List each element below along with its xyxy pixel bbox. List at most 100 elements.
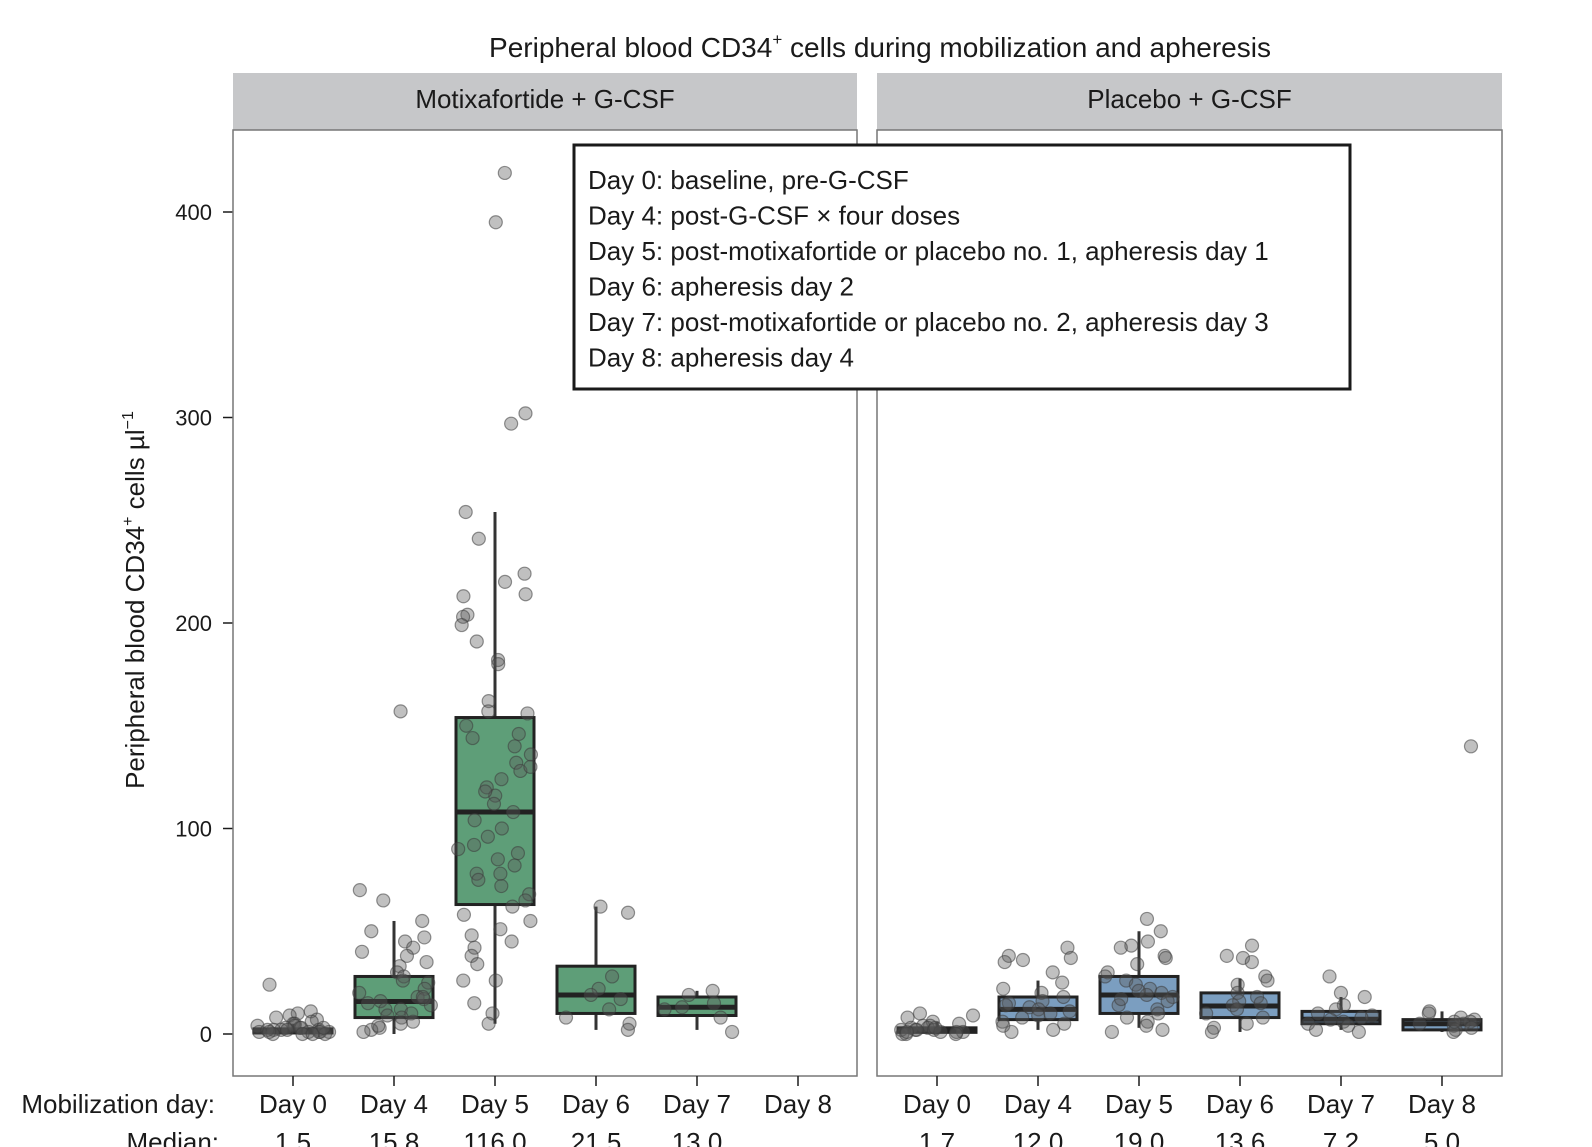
data-point-0-4-6	[724, 1024, 740, 1040]
panel-0: Motixafortide + G-CSF Day 0 1.5 Day 4 15.8 Da…	[232, 73, 858, 1147]
data-point-0-2-6	[517, 566, 532, 581]
data-point-0-2-38	[471, 872, 486, 887]
legend-line-3: Day 6: apheresis day 2	[588, 272, 854, 302]
data-point-1-3-3	[1244, 954, 1259, 970]
data-point-1-1-22	[998, 998, 1013, 1013]
data-point-0-0-4	[269, 1010, 284, 1025]
data-point-1-0-20	[899, 1024, 914, 1040]
data-point-1-5-0	[1463, 739, 1479, 754]
x-tick-label-0-1: Day 4	[360, 1089, 428, 1119]
data-point-1-2-6	[1158, 950, 1173, 966]
data-point-0-4-3	[674, 1000, 690, 1015]
panel-header-1	[877, 73, 1502, 130]
x-tick-label-1-4: Day 7	[1307, 1089, 1375, 1119]
median-label-0-2: 116.0	[463, 1127, 526, 1147]
data-point-0-2-16	[481, 693, 496, 709]
data-point-1-5-9	[1464, 1020, 1479, 1035]
data-point-0-2-17	[481, 704, 496, 719]
x-tick-label-1-3: Day 6	[1206, 1089, 1274, 1119]
data-point-1-4-12	[1308, 1022, 1324, 1037]
x-tick-label-1-2: Day 5	[1105, 1089, 1173, 1119]
data-point-0-2-7	[497, 574, 513, 590]
data-point-0-0-16	[280, 1022, 295, 1037]
y-tick-label-2: 200	[175, 611, 212, 636]
y-tick-label-3: 300	[175, 406, 212, 431]
data-point-1-2-3	[1124, 938, 1139, 953]
data-point-0-2-60	[465, 730, 480, 746]
data-point-1-2-8	[1100, 965, 1115, 980]
data-point-0-0-23	[295, 1026, 310, 1042]
mobilization-day-row-label: Mobilization day:	[21, 1089, 215, 1119]
median-label-1-5: 5.0	[1424, 1127, 1460, 1147]
data-point-0-2-13	[469, 634, 484, 649]
data-point-0-2-19	[459, 718, 474, 733]
data-point-0-2-0	[497, 165, 512, 181]
panel-title-1: Placebo + G-CSF	[1087, 84, 1291, 114]
median-label-1-0: 1.7	[919, 1127, 955, 1147]
data-point-0-2-48	[467, 940, 482, 955]
data-point-0-1-1	[352, 883, 367, 898]
data-point-0-1-21	[360, 996, 376, 1011]
data-point-0-1-0	[393, 704, 408, 719]
data-point-0-4-5	[713, 1010, 728, 1025]
data-point-0-3-7	[558, 1010, 574, 1025]
data-point-0-0-27	[260, 1022, 275, 1037]
x-tick-label-1-5: Day 8	[1408, 1089, 1476, 1119]
data-point-1-4-11	[1341, 1018, 1356, 1033]
data-point-1-1-16	[1031, 1008, 1046, 1023]
y-axis: 0 100 200 300 400	[175, 200, 233, 1047]
data-point-1-5-2	[1421, 1006, 1436, 1021]
median-label-1-4: 7.2	[1323, 1127, 1359, 1147]
data-point-1-4-6	[1364, 1008, 1380, 1023]
data-point-0-1-3	[415, 913, 430, 929]
data-point-0-2-59	[493, 866, 508, 881]
data-point-0-2-5	[471, 531, 486, 546]
data-point-1-3-0	[1244, 938, 1260, 953]
data-point-0-0-29	[262, 1024, 277, 1040]
data-point-0-1-4	[364, 924, 379, 939]
panel-frame-0	[232, 129, 858, 1077]
data-point-1-3-11	[1229, 1002, 1245, 1017]
data-point-1-1-6	[1055, 975, 1070, 990]
data-point-1-1-21	[1004, 1024, 1019, 1040]
data-point-0-3-4	[583, 987, 598, 1003]
data-point-1-3-13	[1255, 1010, 1270, 1025]
data-point-1-2-25	[1131, 983, 1146, 998]
data-point-0-2-45	[493, 922, 508, 937]
data-point-1-5-12	[1447, 1014, 1462, 1029]
data-point-0-2-21	[507, 739, 522, 754]
data-point-1-3-12	[1199, 1006, 1214, 1021]
data-point-0-2-8	[518, 587, 533, 602]
data-point-1-1-9	[1056, 989, 1071, 1005]
data-point-0-2-53	[467, 996, 482, 1011]
median-row-label: Median:	[127, 1127, 220, 1147]
data-point-0-0-28	[316, 1020, 331, 1035]
data-point-0-2-14	[490, 652, 506, 668]
data-point-1-4-5	[1310, 1006, 1326, 1021]
data-point-0-1-17	[352, 985, 367, 1001]
data-point-0-3-5	[613, 991, 628, 1007]
data-point-0-2-52	[488, 973, 503, 988]
median-label-1-3: 13.6	[1215, 1127, 1266, 1147]
data-point-0-2-41	[518, 893, 533, 908]
data-point-1-2-26	[1114, 991, 1129, 1007]
data-point-1-0-1	[965, 1008, 981, 1023]
data-point-0-1-10	[419, 954, 434, 970]
data-point-0-2-22	[523, 747, 539, 762]
data-point-1-2-1	[1153, 924, 1168, 939]
data-point-1-1-20	[1046, 1022, 1061, 1037]
data-point-1-1-15	[1043, 1006, 1058, 1021]
data-point-0-3-9	[620, 1022, 636, 1037]
data-point-0-2-46	[464, 928, 479, 943]
data-point-0-1-32	[415, 989, 431, 1005]
legend-line-5: Day 8: apheresis day 4	[588, 343, 854, 373]
data-point-0-2-20	[511, 726, 526, 742]
data-point-1-2-19	[1151, 1006, 1166, 1021]
data-point-0-2-28	[486, 796, 502, 811]
data-point-1-2-7	[1130, 957, 1145, 972]
y-tick-label-0: 0	[200, 1022, 212, 1047]
data-point-0-2-55	[481, 1016, 496, 1031]
data-point-1-0-18	[928, 1020, 943, 1035]
data-point-0-2-1	[488, 215, 503, 230]
